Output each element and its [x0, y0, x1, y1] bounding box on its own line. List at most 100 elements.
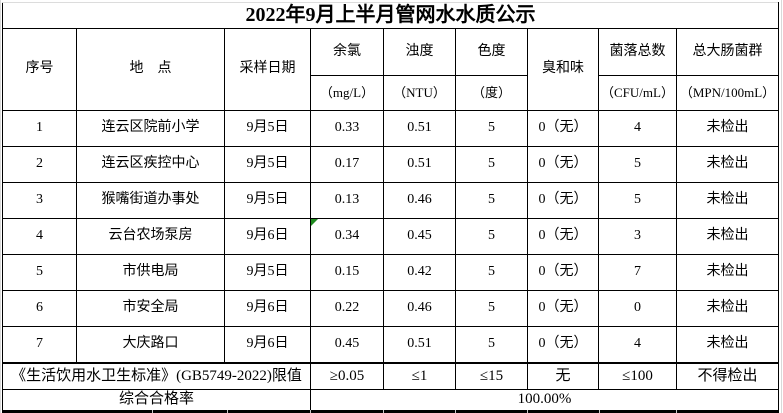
cell-chroma: 5: [455, 290, 528, 327]
cell-location: 连云区疾控中心: [76, 146, 225, 183]
cell-location: 云台农场泵房: [76, 218, 225, 255]
cell-total-coliform: 未检出: [675, 110, 780, 147]
cell-chroma: 5: [455, 254, 528, 291]
col-header-chroma: 色度: [455, 28, 528, 76]
standard-limit-row: 《生活饮用水卫生标准》(GB5749-2022)限值 ≥0.05 ≤1 ≤15 …: [2, 362, 780, 390]
cell-residual-chlorine: 0.13: [310, 182, 384, 219]
sheet-gridline-stub: [383, 410, 384, 413]
cell-index: 1: [2, 110, 77, 147]
col-header-total-coliform: 总大肠菌群: [675, 28, 780, 76]
limit-residual-chlorine: ≥0.05: [310, 362, 384, 390]
cell-odor-taste: 0（无）: [527, 326, 599, 364]
cell-odor-taste: 0（无）: [527, 290, 599, 327]
table-row: 2 连云区疾控中心 9月5日 0.17 0.51 5 0（无） 5 未检出: [2, 146, 780, 183]
sheet-gridline-right: [781, 0, 782, 413]
cell-index: 6: [2, 290, 77, 327]
unit-colony-count: （CFU/mL）: [598, 75, 677, 111]
limit-chroma: ≤15: [455, 362, 528, 390]
col-header-colony-count: 菌落总数: [598, 28, 677, 76]
pass-rate-label: 综合合格率: [2, 389, 311, 413]
cell-index: 4: [2, 218, 77, 255]
unit-turbidity: （NTU）: [383, 75, 456, 111]
cell-index: 2: [2, 146, 77, 183]
cell-chroma: 5: [455, 182, 528, 219]
table-row: 1 连云区院前小学 9月5日 0.33 0.51 5 0（无） 4 未检出: [2, 110, 780, 147]
cell-chroma: 5: [455, 110, 528, 147]
cell-colony-count: 0: [598, 290, 677, 327]
cell-location: 市安全局: [76, 290, 225, 327]
cell-colony-count: 4: [598, 326, 677, 364]
col-header-location: 地 点: [76, 28, 225, 111]
cell-residual-chlorine: 0.45: [310, 326, 384, 364]
table-row: 4 云台农场泵房 9月6日 0.34 0.45 5 0（无） 3 未检出: [2, 218, 780, 255]
cell-sample-date: 9月5日: [224, 182, 311, 219]
limit-odor-taste: 无: [527, 362, 599, 390]
limit-total-coliform: 不得检出: [675, 362, 780, 390]
sheet-gridline-stub: [152, 410, 153, 413]
cell-location: 市供电局: [76, 254, 225, 291]
cell-turbidity: 0.42: [383, 254, 456, 291]
sheet-gridline-stub: [599, 410, 600, 413]
cell-chroma: 5: [455, 326, 528, 364]
sheet-gridline-left: [0, 0, 1, 413]
limit-turbidity: ≤1: [383, 362, 456, 390]
cell-turbidity: 0.51: [383, 326, 456, 364]
sheet-gridline-stub: [227, 410, 228, 413]
cell-location: 大庆路口: [76, 326, 225, 364]
cell-chroma: 5: [455, 218, 528, 255]
cell-index: 3: [2, 182, 77, 219]
cell-residual-chlorine: 0.33: [310, 110, 384, 147]
sheet-gridline-stub: [676, 410, 677, 413]
sheet-gridline-stub: [527, 410, 528, 413]
col-header-residual-chlorine: 余氯: [310, 28, 384, 76]
cell-residual-chlorine: 0.34: [310, 218, 384, 255]
cell-index: 5: [2, 254, 77, 291]
col-header-turbidity: 浊度: [383, 28, 456, 76]
excel-error-indicator-triangle: [311, 219, 318, 226]
page-title: 2022年9月上半月管网水水质公示: [1, 2, 780, 29]
cell-turbidity: 0.51: [383, 146, 456, 183]
limit-row-label: 《生活饮用水卫生标准》(GB5749-2022)限值: [2, 362, 311, 390]
cell-total-coliform: 未检出: [675, 146, 780, 183]
cell-residual-chlorine: 0.15: [310, 254, 384, 291]
cell-sample-date: 9月5日: [224, 110, 311, 147]
cell-turbidity: 0.46: [383, 182, 456, 219]
cell-total-coliform: 未检出: [675, 218, 780, 255]
col-header-odor-taste: 臭和味: [527, 28, 599, 111]
table-row: 3 猴嘴街道办事处 9月5日 0.13 0.46 5 0（无） 5 未检出: [2, 182, 780, 219]
cell-total-coliform: 未检出: [675, 326, 780, 364]
cell-odor-taste: 0（无）: [527, 110, 599, 147]
cell-residual-chlorine: 0.22: [310, 290, 384, 327]
pass-rate-value: 100.00%: [309, 389, 780, 413]
cell-turbidity: 0.46: [383, 290, 456, 327]
col-header-sample-date: 采样日期: [224, 28, 311, 111]
cell-colony-count: 7: [598, 254, 677, 291]
cell-residual-chlorine: 0.17: [310, 146, 384, 183]
sheet-gridline-stub: [455, 410, 456, 413]
cell-odor-taste: 0（无）: [527, 146, 599, 183]
cell-location: 猴嘴街道办事处: [76, 182, 225, 219]
cell-sample-date: 9月6日: [224, 290, 311, 327]
col-header-index: 序号: [2, 28, 77, 111]
table-row: 6 市安全局 9月6日 0.22 0.46 5 0（无） 0 未检出: [2, 290, 780, 327]
cell-total-coliform: 未检出: [675, 182, 780, 219]
cell-odor-taste: 0（无）: [527, 254, 599, 291]
cell-total-coliform: 未检出: [675, 290, 780, 327]
cell-turbidity: 0.51: [383, 110, 456, 147]
table-row: 7 大庆路口 9月6日 0.45 0.51 5 0（无） 4 未检出: [2, 326, 780, 364]
cell-total-coliform: 未检出: [675, 254, 780, 291]
cell-colony-count: 5: [598, 182, 677, 219]
cell-colony-count: 5: [598, 146, 677, 183]
cell-sample-date: 9月6日: [224, 326, 311, 364]
cell-odor-taste: 0（无）: [527, 182, 599, 219]
cell-sample-date: 9月6日: [224, 218, 311, 255]
cell-colony-count: 4: [598, 110, 677, 147]
unit-total-coliform: （MPN/100mL）: [675, 75, 780, 111]
cell-chroma: 5: [455, 146, 528, 183]
cell-sample-date: 9月5日: [224, 146, 311, 183]
cell-sample-date: 9月5日: [224, 254, 311, 291]
cell-colony-count: 3: [598, 218, 677, 255]
cell-turbidity: 0.45: [383, 218, 456, 255]
